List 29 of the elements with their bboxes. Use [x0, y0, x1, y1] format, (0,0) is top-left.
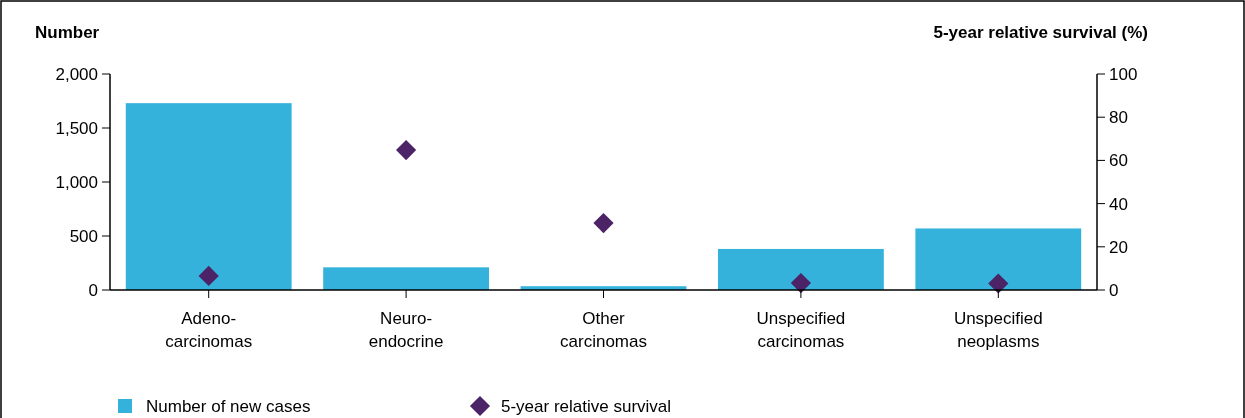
y2-tick-label: 80	[1109, 108, 1128, 128]
bar	[125, 103, 292, 290]
y-tick-label: 1,000	[55, 172, 98, 192]
x-tick-label: Adeno- carcinomas	[165, 309, 253, 351]
bar	[323, 267, 490, 290]
bar	[717, 248, 884, 290]
point	[198, 265, 219, 287]
x-tick-label: Unspecified neoplasms	[953, 309, 1043, 351]
point	[790, 272, 811, 294]
x-tick-label: Neuro- endocrine	[368, 309, 444, 351]
y2-tick-label: 100	[1109, 64, 1138, 84]
y-axis-title: Number	[35, 23, 100, 42]
y2-tick-label: 60	[1109, 151, 1128, 171]
y-tick-label: 2,000	[55, 64, 98, 84]
point	[988, 273, 1009, 294]
legend-label: 5-year relative survival	[501, 396, 672, 416]
x-tick-label: Other carcinomas	[560, 309, 647, 351]
x-tick-label: Unspecified carcinomas	[756, 309, 846, 351]
point	[593, 212, 614, 234]
legend-label: Number of new cases	[146, 396, 311, 416]
bar	[915, 228, 1082, 290]
y-tick-label: 1,500	[55, 118, 98, 138]
y2-tick-label: 20	[1109, 237, 1128, 257]
point	[396, 139, 417, 161]
y2-tick-label: 0	[1109, 280, 1119, 300]
y-tick-label: 0	[88, 280, 98, 300]
y-tick-label: 500	[69, 226, 98, 246]
y2-axis-title: 5-year relative survival (%)	[933, 23, 1148, 42]
y2-tick-label: 40	[1109, 194, 1128, 214]
